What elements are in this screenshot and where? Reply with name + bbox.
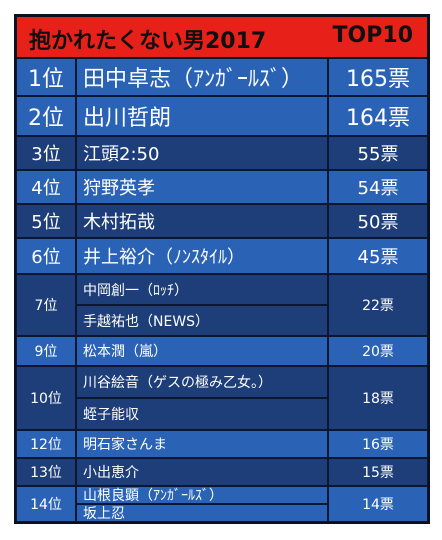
rank-cell: 5位 [16, 204, 76, 238]
name-cell: 山根良顕（ｱﾝｶﾞｰﾙｽﾞ） [76, 486, 328, 504]
name-cell: 川谷絵音（ゲスの極み乙女。） [76, 366, 328, 398]
rank-cell: 7位 [16, 274, 76, 336]
votes-cell: 18票 [328, 366, 428, 430]
name-cell: 中岡創一（ﾛｯﾁ） [76, 274, 328, 305]
name-cell: 江頭2:50 [76, 136, 328, 170]
name-cell: 木村拓哉 [76, 204, 328, 238]
name-cell: 松本潤（嵐） [76, 336, 328, 366]
votes-cell: 20票 [328, 336, 428, 366]
votes-cell: 54票 [328, 170, 428, 204]
ranking-table: 抱かれたくない男2017 TOP10 1位 田中卓志（ｱﾝｶﾞｰﾙｽﾞ） 165… [14, 14, 430, 524]
rank-cell: 1位 [16, 58, 76, 96]
name-cell: 蛭子能収 [76, 398, 328, 430]
rank-cell: 4位 [16, 170, 76, 204]
title-banner: 抱かれたくない男2017 TOP10 [16, 16, 428, 58]
votes-cell: 15票 [328, 458, 428, 486]
name-cell: 出川哲朗 [76, 96, 328, 136]
votes-cell: 22票 [328, 274, 428, 336]
name-cell: 田中卓志（ｱﾝｶﾞｰﾙｽﾞ） [76, 58, 328, 96]
votes-cell: 55票 [328, 136, 428, 170]
name-cell: 小出恵介 [76, 458, 328, 486]
rank-cell: 14位 [16, 486, 76, 522]
rank-cell: 13位 [16, 458, 76, 486]
votes-cell: 16票 [328, 430, 428, 458]
rank-cell: 2位 [16, 96, 76, 136]
name-cell: 手越祐也（NEWS） [76, 305, 328, 336]
name-cell: 狩野英孝 [76, 170, 328, 204]
rank-cell: 10位 [16, 366, 76, 430]
votes-cell: 50票 [328, 204, 428, 238]
votes-cell: 164票 [328, 96, 428, 136]
name-cell: 井上裕介（ﾉﾝｽﾀｲﾙ） [76, 238, 328, 274]
rank-cell: 9位 [16, 336, 76, 366]
name-cell: 明石家さんま [76, 430, 328, 458]
votes-cell: 14票 [328, 486, 428, 522]
votes-cell: 45票 [328, 238, 428, 274]
rank-cell: 3位 [16, 136, 76, 170]
votes-cell: 165票 [328, 58, 428, 96]
title-text: 抱かれたくない男2017 [29, 29, 267, 54]
title-top10: TOP10 [332, 23, 413, 48]
rank-cell: 12位 [16, 430, 76, 458]
name-cell: 坂上忍 [76, 504, 328, 522]
rank-cell: 6位 [16, 238, 76, 274]
